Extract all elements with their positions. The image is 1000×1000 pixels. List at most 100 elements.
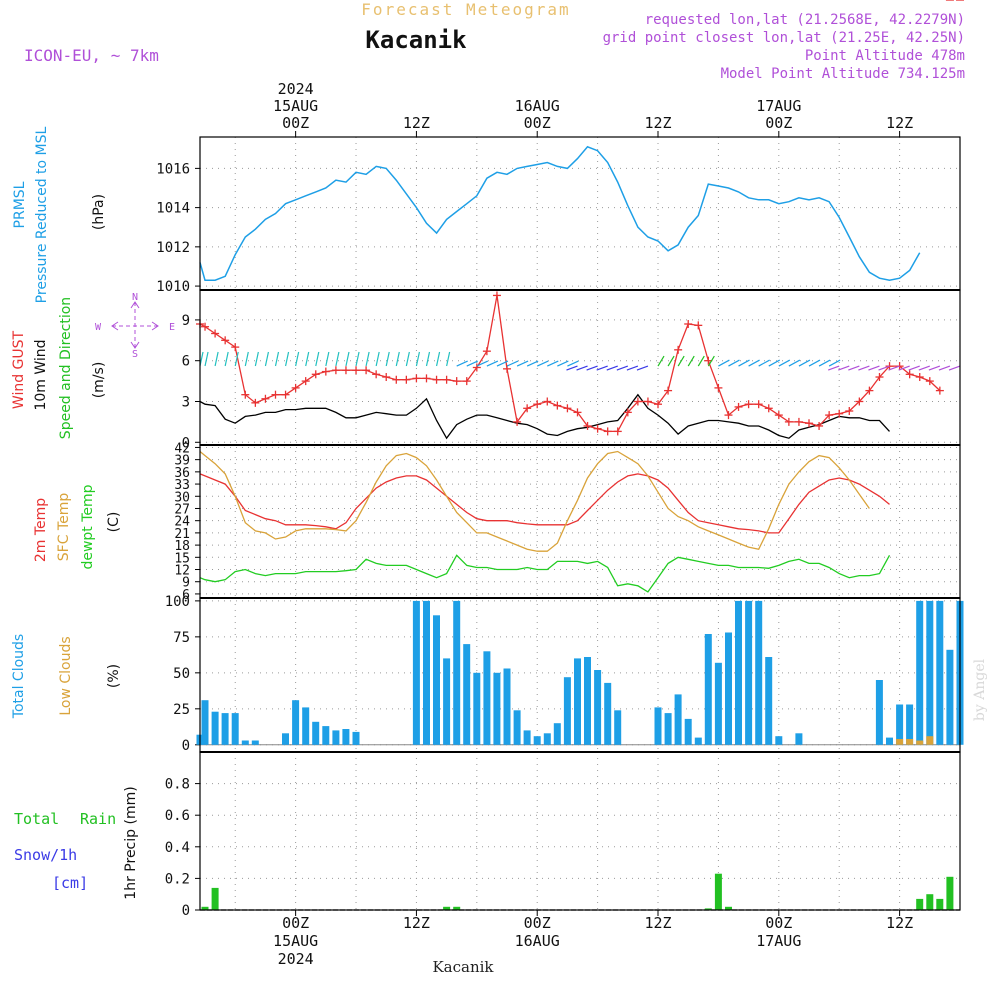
wind-arrow	[868, 365, 880, 371]
gust-point	[352, 366, 361, 375]
gust-point	[905, 370, 914, 379]
y-tick-label: 1014	[156, 201, 190, 217]
wind-arrow	[224, 351, 229, 367]
total-cloud-bar	[745, 600, 753, 745]
wind-arrow	[606, 365, 618, 371]
total-cloud-bar	[503, 668, 511, 745]
gust-point	[231, 343, 240, 352]
wind-arrow	[788, 359, 801, 367]
wind-arrow	[718, 359, 730, 367]
wind-arrow	[838, 365, 850, 371]
gust-point	[633, 397, 642, 406]
wind-arrow	[365, 351, 370, 367]
wind-arrow	[808, 359, 821, 367]
top-time-label: 2024	[278, 80, 314, 98]
compass-w: W	[95, 322, 102, 333]
wind-arrow	[677, 355, 685, 367]
gust-point	[794, 417, 803, 426]
top-time-label: 12Z	[886, 114, 913, 132]
wind-arrow	[898, 365, 910, 371]
bottom-time-label: 16AUG	[515, 932, 560, 950]
low-cloud-bar	[906, 739, 914, 745]
total-cloud-bar	[775, 736, 783, 745]
wind-arrow	[506, 360, 519, 367]
total-cloud-bar	[694, 737, 702, 745]
wind-10m-label: 10m Wind	[33, 339, 49, 410]
gust-point	[392, 375, 401, 384]
wind-arrow	[626, 365, 639, 371]
bottom-time-label: 2024	[278, 950, 314, 968]
gust-point	[472, 363, 481, 372]
total-cloud-bar	[614, 710, 622, 745]
wind-arrow	[557, 360, 569, 367]
wind-gust-line	[199, 295, 941, 433]
total-cloud-bar	[795, 733, 803, 745]
gust-point	[855, 397, 864, 406]
rain-bar	[946, 876, 954, 910]
wind-arrow	[778, 359, 791, 367]
rain-bar	[704, 908, 712, 910]
wind-arrow	[476, 360, 489, 367]
wind-arrow	[848, 365, 860, 371]
precip-cm-label: [cm]	[52, 874, 88, 892]
y-tick-label: 30	[174, 490, 190, 505]
wind-arrow	[264, 351, 270, 367]
wind-arrow	[567, 360, 579, 367]
low-cloud-bar	[916, 740, 924, 745]
total-cloud-bar	[221, 713, 229, 745]
gust-point	[603, 427, 612, 436]
total-cloud-bar	[332, 730, 340, 745]
faint-title: Forecast Meteogram	[361, 0, 570, 19]
bottom-time-label: 00Z	[765, 914, 792, 932]
temp-sfc-label: SFC Temp	[56, 493, 72, 562]
total-cloud-bar	[493, 672, 501, 745]
gust-point	[764, 404, 773, 413]
requested-coords: requested lon,lat (21.2568E, 42.2279N)	[645, 12, 965, 28]
gust-point	[583, 421, 592, 430]
gust-point	[553, 401, 562, 410]
total-cloud-bar	[523, 730, 531, 745]
top-time-label: 00Z	[282, 114, 309, 132]
total-cloud-bar	[926, 600, 934, 745]
total-cloud-bar	[211, 711, 219, 745]
wind-arrow	[204, 351, 209, 367]
gust-point	[291, 383, 300, 392]
pressure-unit: (hPa)	[91, 194, 107, 230]
total-cloud-bar	[292, 700, 300, 745]
gust-point	[321, 367, 330, 376]
total-cloud-bar	[594, 670, 602, 745]
total-cloud-bar	[704, 634, 712, 745]
gust-point	[372, 370, 381, 379]
gust-point	[482, 347, 491, 356]
total-cloud-bar	[322, 726, 330, 745]
temp-sfc-line	[199, 450, 870, 552]
total-cloud-bar	[513, 710, 521, 745]
gust-point	[402, 375, 411, 384]
total-cloud-bar	[765, 657, 773, 745]
wind-arrow	[526, 360, 539, 367]
y-tick-label: 24	[174, 515, 190, 530]
gust-point	[341, 366, 350, 375]
model-label: ICON-EU, ~ 7km	[24, 46, 159, 65]
total-cloud-bar	[412, 600, 420, 745]
top-time-label: 12Z	[644, 114, 671, 132]
clouds-total-label: Total Clouds	[11, 634, 27, 719]
gust-point	[815, 421, 824, 430]
total-cloud-bar	[473, 672, 481, 745]
gust-point	[694, 321, 703, 330]
gust-point	[724, 411, 733, 420]
wind-arrow	[295, 351, 300, 367]
gust-point	[563, 404, 572, 413]
gust-point	[251, 398, 260, 407]
bottom-time-label: 17AUG	[756, 932, 801, 950]
wind-arrow	[315, 351, 320, 367]
low-cloud-bar	[896, 739, 904, 745]
y-tick-label: 12	[174, 564, 190, 579]
y-tick-label: 9	[182, 313, 190, 329]
gust-point	[784, 417, 793, 426]
wind-arrow	[738, 359, 750, 367]
gust-point	[382, 373, 391, 382]
gust-point	[623, 408, 632, 417]
total-cloud-bar	[352, 731, 360, 745]
total-cloud-bar	[714, 662, 722, 745]
